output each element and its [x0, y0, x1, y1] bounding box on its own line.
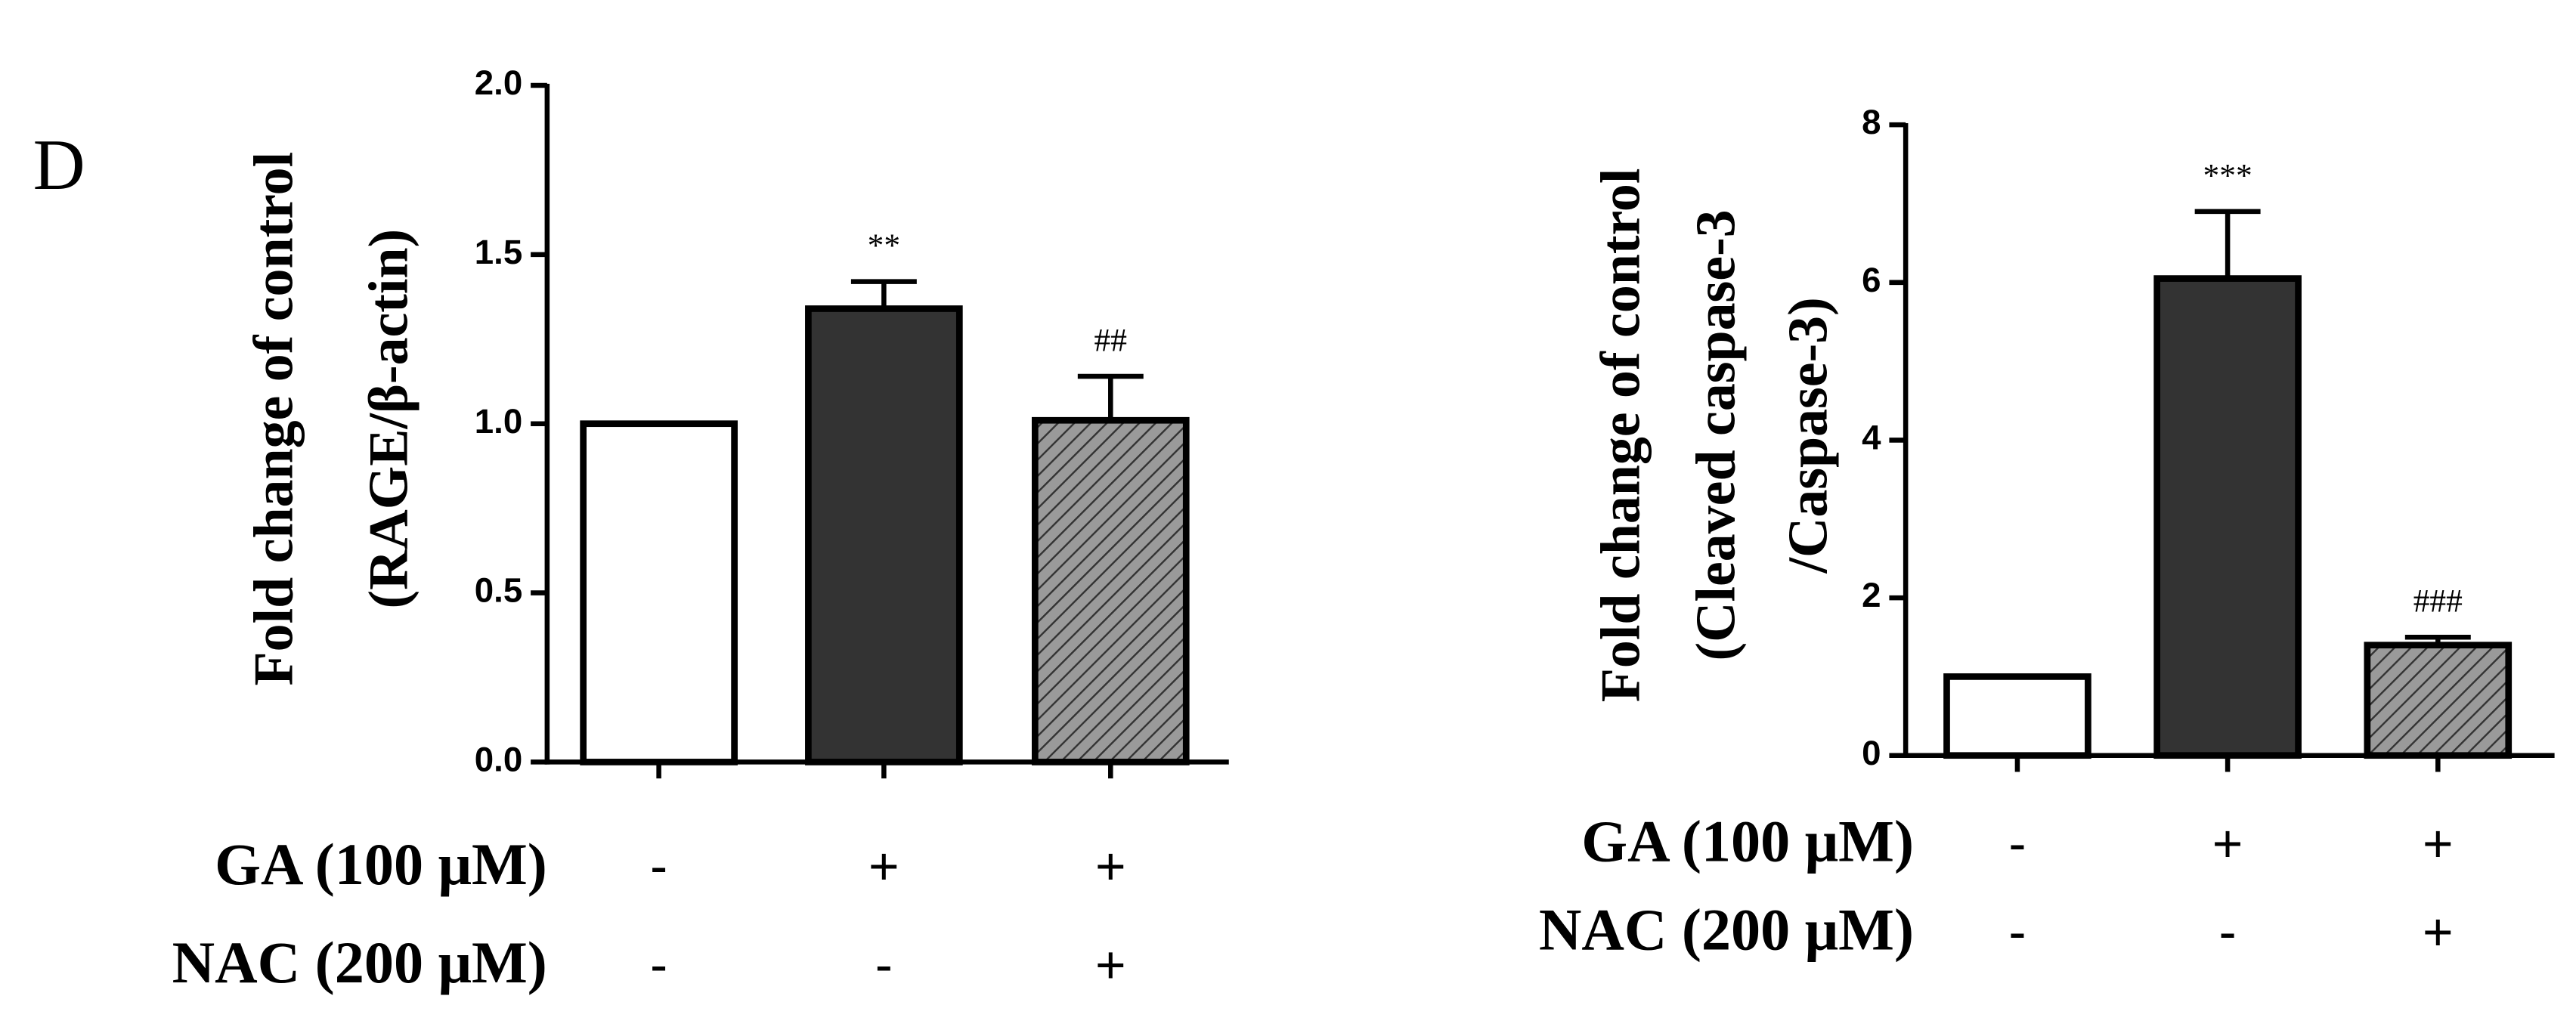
bar [1943, 673, 2091, 759]
condition-value: - [650, 936, 667, 994]
condition-value: + [2423, 902, 2454, 961]
condition-label: NAC (200 μM) [1539, 897, 1914, 963]
condition-value: - [2219, 902, 2237, 961]
significance-label: *** [2203, 157, 2252, 193]
bar [2364, 642, 2513, 759]
condition-value: - [650, 837, 667, 895]
condition-label: GA (100 μM) [1581, 808, 1914, 874]
y-tick-label: 1.5 [475, 233, 522, 271]
y-tick-label: 0.5 [475, 571, 522, 610]
condition-value: - [2008, 814, 2026, 873]
y-tick-label: 0 [1862, 734, 1881, 772]
y-tick-label: 6 [1862, 261, 1881, 299]
condition-value: - [2008, 902, 2026, 961]
significance-label: ### [2413, 583, 2463, 620]
panel-label: D [33, 125, 85, 205]
bar [1031, 416, 1190, 765]
y-tick-label: 1.0 [475, 402, 522, 441]
y-tick-label: 2.0 [475, 63, 522, 102]
condition-label: NAC (200 μM) [172, 929, 547, 995]
y-axis-label: Fold change of control [1590, 169, 1652, 703]
bar [580, 420, 738, 765]
y-axis-label: /Caspase-3) [1776, 297, 1838, 574]
bar [805, 305, 963, 765]
y-tick-label: 8 [1862, 103, 1881, 141]
significance-label: ** [868, 227, 900, 264]
significance-label: ## [1094, 323, 1127, 359]
condition-value: + [2423, 814, 2454, 873]
condition-value: + [1095, 837, 1126, 895]
condition-label: GA (100 μM) [215, 831, 547, 897]
condition-value: + [868, 837, 899, 895]
y-axis-label: Fold change of control [243, 152, 305, 686]
condition-value: - [875, 936, 893, 994]
y-tick-label: 2 [1862, 576, 1881, 614]
condition-value: + [1095, 936, 1126, 994]
y-tick-label: 4 [1862, 418, 1881, 456]
bar [2153, 275, 2302, 759]
y-axis-label: (RAGE/β-actin) [358, 229, 420, 609]
condition-value: + [2212, 814, 2243, 873]
y-axis-label: (Cleaved caspase-3 [1685, 209, 1747, 660]
y-tick-label: 0.0 [475, 740, 522, 778]
